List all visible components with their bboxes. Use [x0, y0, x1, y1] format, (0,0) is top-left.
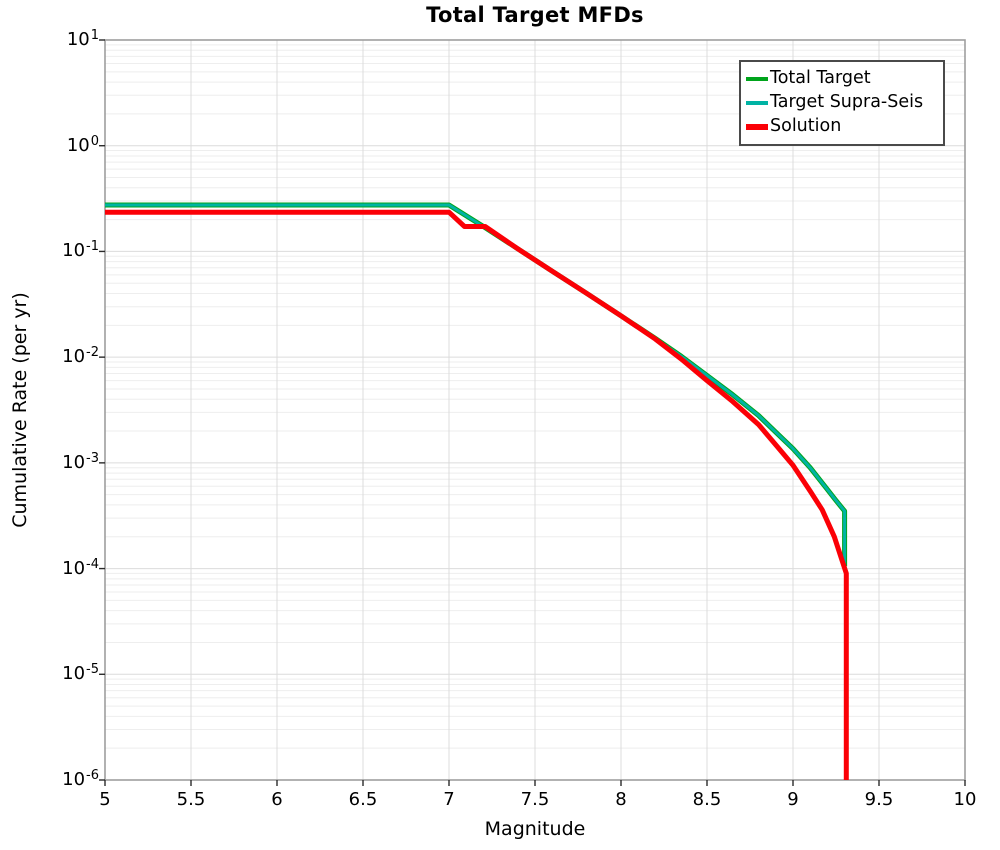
chart-title: Total Target MFDs	[426, 3, 644, 27]
y-tick-exponent: 1	[90, 28, 99, 44]
series-line-target-supra-seis	[105, 203, 847, 567]
legend-entry-total-target: Total Target	[746, 70, 939, 88]
x-tick-label: 9.5	[864, 789, 894, 810]
x-tick-label: 6.5	[348, 789, 378, 810]
x-tick-label: 5.5	[176, 789, 206, 810]
x-tick-label: 9	[787, 789, 799, 810]
legend-label: Total Target	[770, 68, 871, 89]
y-tick-exponent: -1	[86, 239, 99, 255]
y-tick-label: 100	[66, 133, 99, 156]
x-axis-label: Magnitude	[484, 818, 586, 840]
y-tick-label: 101	[67, 29, 99, 50]
y-tick-exponent: -3	[86, 451, 99, 467]
y-tick-base: 10	[62, 663, 86, 685]
y-tick-base: 10	[62, 240, 86, 262]
x-tick-label: 8.5	[692, 789, 722, 810]
y-tick-label: 10-3	[62, 451, 99, 474]
y-tick-exponent: -5	[86, 662, 99, 678]
y-tick-exponent: -6	[86, 768, 99, 784]
series-line-solution	[105, 209, 849, 780]
legend-entry-target-supra-seis: Target Supra-Seis	[746, 94, 939, 112]
x-tick-label: 7.5	[520, 789, 550, 810]
y-tick-exponent: -4	[86, 556, 99, 572]
y-tick-base: 10	[66, 29, 90, 51]
series-line-total-target	[105, 202, 848, 567]
y-tick-base: 10	[66, 134, 90, 156]
y-tick-label: 10-6	[62, 769, 99, 790]
y-tick-label: 10-1	[62, 239, 99, 262]
y-tick-base: 10	[62, 769, 86, 791]
y-tick-base: 10	[62, 557, 86, 579]
y-tick-exponent: 0	[90, 133, 99, 149]
legend-entry-solution: Solution	[746, 118, 939, 136]
y-tick-exponent: -2	[86, 345, 99, 361]
legend-label: Target Supra-Seis	[770, 92, 924, 113]
legend-line-icon	[746, 123, 768, 130]
x-tick-label: 10	[953, 789, 977, 810]
legend-line-icon	[746, 77, 768, 82]
y-tick-label: 10-2	[62, 346, 99, 367]
y-tick-label: 10-4	[62, 556, 99, 579]
x-tick-label: 8	[615, 789, 627, 810]
x-tick-label: 6	[271, 789, 283, 810]
legend-line-icon	[746, 101, 768, 105]
legend-label: Solution	[770, 116, 842, 137]
legend: Total Target Target Supra-Seis Solution	[739, 60, 945, 146]
y-tick-base: 10	[62, 346, 86, 368]
y-tick-base: 10	[62, 452, 86, 474]
x-tick-label: 5	[99, 789, 111, 810]
y-tick-label: 10-5	[62, 663, 99, 684]
x-tick-label: 7	[443, 789, 455, 810]
